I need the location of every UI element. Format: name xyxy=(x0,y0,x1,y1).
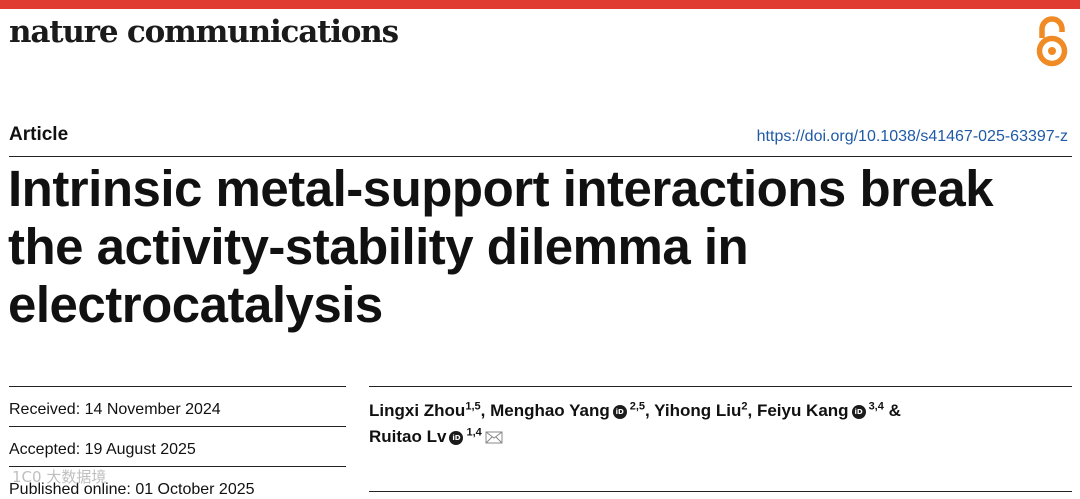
published-date: Published online: 01 October 2025 xyxy=(9,466,346,499)
author-affiliation: 1,5 xyxy=(465,400,481,413)
accepted-date: Accepted: 19 August 2025 xyxy=(9,426,346,466)
author-affiliation: 3,4 xyxy=(868,400,884,413)
article-title: Intrinsic metal-support interactions bre… xyxy=(8,160,994,333)
orcid-icon[interactable]: iD xyxy=(612,404,627,419)
publication-dates: Received: 14 November 2024 Accepted: 19 … xyxy=(9,386,346,499)
authors-divider-top xyxy=(369,386,1072,387)
author-name[interactable]: Ruitao Lv xyxy=(369,427,447,446)
author-list: Lingxi Zhou1,5, Menghao Yang iD 2,5, Yihon… xyxy=(369,400,901,446)
authors-divider-bottom xyxy=(369,491,1072,492)
mail-icon[interactable] xyxy=(485,431,503,444)
doi-link[interactable]: https://doi.org/10.1038/s41467-025-63397… xyxy=(756,128,1068,145)
orcid-icon[interactable]: iD xyxy=(449,430,464,445)
open-access-icon[interactable] xyxy=(1032,16,1072,68)
author-name[interactable]: Yihong Liu xyxy=(654,401,742,420)
watermark: 1C0 大数据境 xyxy=(12,468,107,486)
header-divider xyxy=(9,156,1072,157)
article-type-label: Article xyxy=(9,124,69,145)
author-name[interactable]: Feiyu Kang xyxy=(756,401,849,420)
author-affiliation: 2 xyxy=(741,400,748,413)
received-date: Received: 14 November 2024 xyxy=(9,386,346,426)
journal-name[interactable]: nature communications xyxy=(9,14,399,50)
author-name[interactable]: Menghao Yang xyxy=(490,401,610,420)
orcid-icon[interactable]: iD xyxy=(851,404,866,419)
author-affiliation: 2,5 xyxy=(629,400,646,413)
author-name[interactable]: Lingxi Zhou xyxy=(369,401,466,420)
author-affiliation: 1,4 xyxy=(466,426,482,439)
journal-top-bar xyxy=(0,0,1080,9)
